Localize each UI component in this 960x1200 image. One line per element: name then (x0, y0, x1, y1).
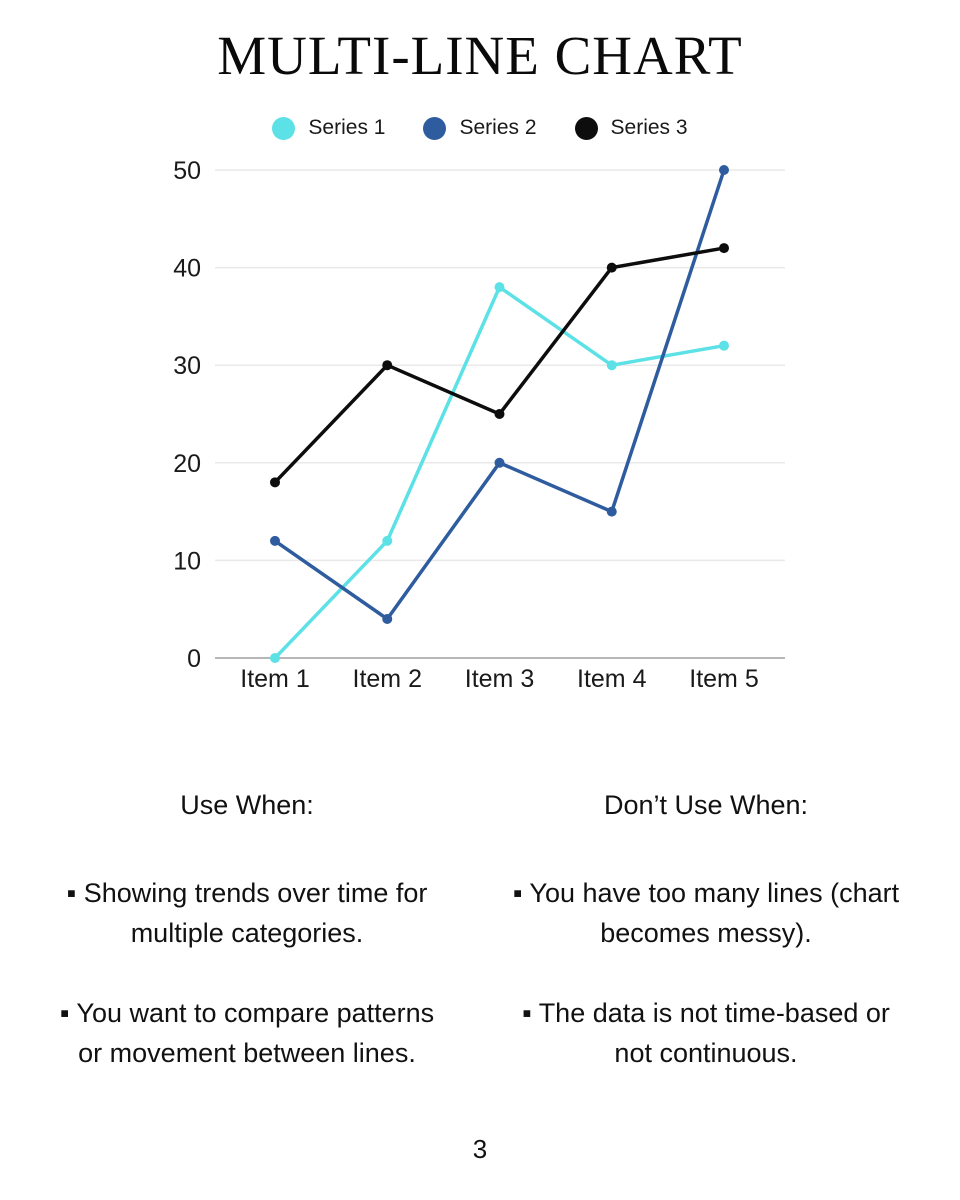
svg-text:Item 3: Item 3 (465, 665, 534, 693)
svg-text:Item 5: Item 5 (689, 665, 758, 693)
page-title: MULTI-LINE CHART (217, 25, 743, 86)
svg-text:0: 0 (187, 645, 201, 673)
use-when-heading: Use When: (180, 790, 314, 820)
svg-text:40: 40 (173, 255, 201, 283)
use-when-bullet-1: ▪ Showing trends over time for multiple … (37, 873, 457, 953)
svg-text:20: 20 (173, 450, 201, 478)
dont-use-when-heading: Don’t Use When: (603, 790, 809, 820)
legend-label-series-2: Series 2 (459, 116, 537, 139)
svg-text:10: 10 (173, 547, 201, 575)
svg-text:50: 50 (173, 157, 201, 185)
line-chart-svg: 0 10 20 30 40 50 Item 1 Item 2 Item 3 Item 4 Item … (173, 157, 785, 693)
bullet-line: multiple categories. (130, 918, 364, 948)
svg-text:Item 1: Item 1 (240, 665, 309, 693)
bullet-line: or movement between lines. (78, 1038, 416, 1068)
line-chart: 0 10 20 30 40 50 Item 1 Item 2 Item 3 Item 4 Item … (0, 150, 960, 710)
bullet-line: not continuous. (614, 1038, 798, 1068)
bullet-line: ▪ You have too many lines (chart (512, 878, 900, 908)
svg-text:Item 2: Item 2 (353, 665, 422, 693)
page-number: 3 (472, 1134, 488, 1164)
dont-use-when-bullet-1: ▪ You have too many lines (chart becomes… (496, 873, 916, 953)
use-when-bullet-2: ▪ You want to compare patterns or moveme… (37, 993, 457, 1073)
bullet-line: ▪ You want to compare patterns (59, 998, 435, 1028)
legend-item-series-1: Series 1 (272, 116, 385, 140)
svg-text:30: 30 (173, 352, 201, 380)
legend-item-series-2: Series 2 (423, 116, 537, 140)
series-3-color-dot-icon (574, 116, 598, 140)
bullet-line: becomes messy). (600, 918, 812, 948)
series-1-color-dot-icon (272, 116, 296, 140)
legend-item-series-3: Series 3 (574, 116, 688, 140)
dont-use-when-bullet-2: ▪ The data is not time-based or not cont… (496, 993, 916, 1073)
bullet-line: ▪ The data is not time-based or (522, 998, 890, 1028)
use-when-section: Use When: ▪ Showing trends over time for… (37, 790, 457, 1113)
legend-label-series-3: Series 3 (610, 116, 688, 139)
dont-use-when-section: Don’t Use When: ▪ You have too many line… (496, 790, 916, 1113)
bullet-line: ▪ Showing trends over time for (66, 878, 428, 908)
legend-label-series-1: Series 1 (308, 116, 386, 139)
series-2-color-dot-icon (423, 116, 447, 140)
svg-text:Item 4: Item 4 (577, 665, 647, 693)
chart-legend: Series 1 Series 2 Series 3 (0, 116, 960, 140)
